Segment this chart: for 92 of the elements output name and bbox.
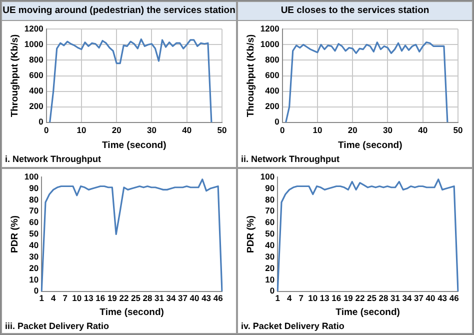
y-tick-label: 0: [270, 285, 275, 296]
x-tick-label: 37: [178, 292, 188, 302]
y-tick-label: 90: [29, 182, 39, 192]
x-tick-label: 34: [402, 292, 412, 302]
y-tick-label: 0: [274, 116, 280, 127]
x-tick-label: 43: [202, 292, 212, 302]
y-tick-label: 400: [29, 86, 44, 96]
x-tick-label: 1: [275, 292, 280, 302]
x-tick-label: 31: [154, 292, 164, 302]
x-tick-label: 4: [50, 292, 56, 302]
y-axis-title: Throughput (Kb/s): [9, 34, 20, 118]
y-tick-label: 1200: [260, 23, 280, 34]
x-tick-label: 30: [146, 124, 157, 135]
y-tick-label: 20: [29, 262, 39, 272]
y-tick-label: 20: [265, 262, 275, 272]
x-tick-label: 40: [190, 292, 200, 302]
x-tick-label: 34: [166, 292, 176, 302]
x-tick-label: 1: [39, 292, 44, 302]
y-tick-label: 50: [265, 228, 275, 238]
y-tick-label: 0: [38, 116, 44, 127]
x-tick-label: 10: [312, 124, 322, 135]
x-axis-title: Time (second): [102, 140, 166, 151]
x-tick-label: 13: [320, 292, 330, 302]
y-tick-label: 100: [260, 170, 275, 181]
x-tick-label: 7: [62, 292, 68, 302]
x-tick-label: 37: [414, 292, 424, 302]
x-tick-label: 25: [366, 292, 377, 302]
x-tick-label: 50: [217, 124, 227, 135]
x-tick-label: 28: [142, 292, 152, 302]
x-tick-label: 30: [382, 124, 393, 135]
y-tick-label: 1000: [260, 38, 280, 49]
y-tick-label: 60: [29, 216, 39, 227]
x-tick-label: 50: [453, 124, 463, 135]
x-tick-label: 40: [182, 124, 192, 135]
x-tick-label: 25: [130, 292, 141, 302]
x-tick-label: 46: [213, 292, 224, 302]
y-tick-label: 200: [265, 101, 280, 112]
text: ii. Network Throughput: [240, 153, 340, 166]
y-tick-label: 1000: [24, 38, 44, 49]
x-tick-label: 10: [308, 292, 318, 302]
y-tick-label: 10: [29, 274, 39, 284]
y-tick-label: 70: [29, 205, 39, 216]
y-tick-label: 90: [265, 182, 275, 192]
x-tick-label: 22: [119, 292, 129, 302]
x-tick-label: 22: [355, 292, 365, 302]
x-tick-label: 28: [378, 292, 388, 302]
x-tick-label: 19: [343, 292, 354, 302]
x-axis-title: Time (second): [336, 306, 400, 318]
y-tick-label: 400: [265, 86, 280, 96]
y-tick-label: 80: [265, 194, 275, 204]
chart-title: UE closes to the services station: [238, 2, 472, 21]
y-tick-label: 200: [29, 101, 44, 112]
x-tick-label: 20: [348, 124, 358, 135]
x-tick-label: 31: [390, 292, 400, 302]
y-axis-title: PDR (%): [9, 215, 20, 252]
x-tick-label: 20: [112, 124, 122, 135]
y-tick-label: 30: [265, 250, 275, 261]
x-axis-title: Time (second): [100, 306, 164, 318]
text: iv. Packet Delivery Ratio: [240, 320, 346, 332]
y-tick-label: 80: [29, 194, 39, 204]
y-tick-label: 1200: [24, 23, 44, 34]
x-tick-label: 46: [449, 292, 460, 302]
x-tick-label: 7: [298, 292, 304, 302]
x-tick-label: 43: [438, 292, 448, 302]
y-tick-label: 600: [29, 70, 44, 80]
y-tick-label: 40: [29, 240, 39, 250]
x-tick-label: 16: [332, 292, 342, 302]
x-tick-label: 4: [286, 292, 292, 302]
y-tick-label: 800: [29, 54, 44, 65]
y-tick-label: 10: [265, 274, 275, 284]
y-tick-label: 100: [24, 170, 39, 181]
x-tick-label: 40: [418, 124, 428, 135]
y-tick-label: 800: [265, 54, 280, 65]
text: i. Network Throughput: [4, 153, 102, 166]
y-tick-label: 70: [265, 205, 275, 216]
y-tick-label: 0: [34, 285, 39, 296]
x-tick-label: 19: [107, 292, 118, 302]
chart-title: UE moving around (pedestrian) the services station: [2, 2, 236, 21]
y-axis-title: PDR (%): [245, 215, 256, 252]
x-tick-label: 16: [96, 292, 106, 302]
y-axis-title: Throughput (Kb/s): [245, 34, 256, 118]
y-tick-label: 40: [265, 240, 275, 250]
y-tick-label: 30: [29, 250, 39, 261]
x-tick-label: 10: [76, 124, 86, 135]
y-tick-label: 60: [265, 216, 275, 227]
x-tick-label: 40: [426, 292, 436, 302]
x-axis-title: Time (second): [338, 140, 402, 151]
x-tick-label: 10: [72, 292, 82, 302]
y-tick-label: 600: [265, 70, 280, 80]
text: iii. Packet Delivery Ratio: [4, 320, 110, 332]
y-tick-label: 50: [29, 228, 39, 238]
x-tick-label: 13: [84, 292, 94, 302]
